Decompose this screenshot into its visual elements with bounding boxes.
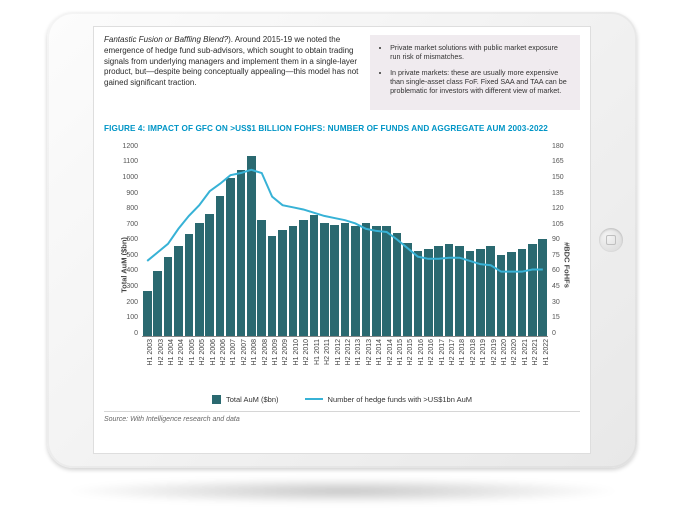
y-left-tick: 500: [114, 252, 138, 259]
x-tick: H1 2008: [246, 337, 256, 393]
x-tick: H2 2007: [236, 337, 246, 393]
legend: Total AuM ($bn) Number of hedge funds wi…: [94, 393, 590, 409]
body-paragraph: Fantastic Fusion or Baffling Blend?). Ar…: [104, 35, 360, 110]
x-tick: H1 2004: [163, 337, 173, 393]
y-left-tick: 900: [114, 190, 138, 197]
y-left-ticks: 0 100 200 300 400 500 600 700 800 900 1000 1100 1200: [114, 143, 138, 337]
x-tick: H1 2019: [475, 337, 485, 393]
y-right-tick: 75: [552, 252, 574, 259]
legend-line-swatch: [305, 398, 323, 400]
y-right-tick: 15: [552, 314, 574, 321]
y-right-ticks: 0 15 30 45 60 75 90 105 120 135 150 165 180: [552, 143, 574, 337]
x-tick: H2 2005: [194, 337, 204, 393]
callout-list: Private market solutions with public mar…: [380, 43, 570, 96]
x-tick: H2 2015: [402, 337, 412, 393]
legend-bar-label: Total AuM ($bn): [226, 395, 279, 404]
chart: Total AuM ($bn) #BDC FoHFs 0100200300400…: [100, 137, 584, 393]
x-tick: H2 2004: [173, 337, 183, 393]
x-ticks: H1 2003H2 2003H1 2004H2 2004H1 2005H2 20…: [142, 337, 548, 393]
y-right-tick: 165: [552, 158, 574, 165]
y-left-tick: 400: [114, 267, 138, 274]
y-right-tick: 0: [552, 330, 574, 337]
top-row: Fantastic Fusion or Baffling Blend?). Ar…: [94, 27, 590, 118]
x-tick: H1 2005: [184, 337, 194, 393]
y-left-tick: 1100: [114, 158, 138, 165]
figure-title: FIGURE 4: IMPACT OF GFC ON >US$1 BILLION…: [94, 118, 590, 137]
plot-area: [142, 143, 548, 337]
x-tick: H1 2012: [329, 337, 339, 393]
x-tick: H1 2013: [350, 337, 360, 393]
callout-bullet: In private markets: these are usually mo…: [390, 68, 570, 96]
y-left-tick: 300: [114, 283, 138, 290]
x-tick: H2 2008: [256, 337, 266, 393]
x-tick: H1 2010: [288, 337, 298, 393]
y-right-tick: 150: [552, 174, 574, 181]
trend-line: [147, 170, 543, 272]
callout-bullet: Private market solutions with public mar…: [390, 43, 570, 62]
x-tick: H2 2009: [277, 337, 287, 393]
y-right-tick: 30: [552, 299, 574, 306]
y-right-tick: 180: [552, 143, 574, 150]
x-tick: H2 2017: [444, 337, 454, 393]
x-tick: H1 2007: [225, 337, 235, 393]
y-left-tick: 800: [114, 205, 138, 212]
y-left-tick: 700: [114, 221, 138, 228]
shadow: [63, 478, 623, 504]
x-tick: H1 2015: [392, 337, 402, 393]
x-tick: H2 2006: [215, 337, 225, 393]
screen-content: Fantastic Fusion or Baffling Blend?). Ar…: [93, 26, 591, 454]
y-left-tick: 600: [114, 236, 138, 243]
x-tick: H2 2013: [361, 337, 371, 393]
y-right-tick: 45: [552, 283, 574, 290]
x-tick: H2 2012: [340, 337, 350, 393]
y-right-tick: 105: [552, 221, 574, 228]
home-button[interactable]: [599, 228, 623, 252]
x-tick: H1 2021: [517, 337, 527, 393]
x-tick: H1 2016: [413, 337, 423, 393]
x-tick-label: H1 2022: [543, 339, 550, 365]
tablet-frame: Fantastic Fusion or Baffling Blend?). Ar…: [47, 12, 637, 468]
y-right-tick: 120: [552, 205, 574, 212]
y-left-tick: 200: [114, 299, 138, 306]
x-tick: H2 2011: [319, 337, 329, 393]
x-tick: H2 2019: [485, 337, 495, 393]
y-left-tick: 1000: [114, 174, 138, 181]
x-tick: H1 2006: [204, 337, 214, 393]
x-tick: H1 2020: [496, 337, 506, 393]
y-left-tick: 100: [114, 314, 138, 321]
x-tick: H2 2014: [381, 337, 391, 393]
x-tick: H1 2017: [433, 337, 443, 393]
source-line: Source: With Intelligence research and d…: [104, 411, 580, 423]
x-tick: H1 2003: [142, 337, 152, 393]
y-left-tick: 1200: [114, 143, 138, 150]
legend-line: Number of hedge funds with >US$1bn AuM: [305, 395, 472, 404]
x-tick: H1 2018: [454, 337, 464, 393]
legend-bar-swatch: [212, 395, 221, 404]
x-tick: H2 2020: [506, 337, 516, 393]
x-tick: H2 2021: [527, 337, 537, 393]
x-tick: H2 2016: [423, 337, 433, 393]
paragraph-lead: Fantastic Fusion or Baffling Blend?: [104, 35, 228, 44]
y-left-tick: 0: [114, 330, 138, 337]
x-tick: H1 2009: [267, 337, 277, 393]
y-right-tick: 90: [552, 236, 574, 243]
callout-box: Private market solutions with public mar…: [370, 35, 580, 110]
legend-line-label: Number of hedge funds with >US$1bn AuM: [328, 395, 472, 404]
x-tick: H1 2011: [309, 337, 319, 393]
line-overlay: [142, 143, 548, 336]
x-tick: H2 2018: [465, 337, 475, 393]
x-tick: H1 2014: [371, 337, 381, 393]
x-tick: H1 2022: [537, 337, 547, 393]
x-tick: H2 2010: [298, 337, 308, 393]
y-right-tick: 135: [552, 190, 574, 197]
legend-bar: Total AuM ($bn): [212, 395, 279, 404]
y-right-tick: 60: [552, 267, 574, 274]
x-tick: H2 2003: [152, 337, 162, 393]
